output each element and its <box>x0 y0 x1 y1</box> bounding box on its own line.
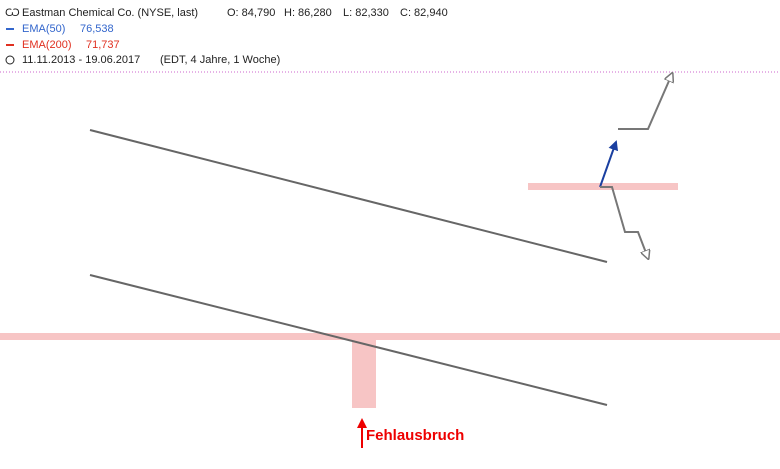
ohlc: L: 82,330 <box>343 7 389 19</box>
channel-lower <box>89 274 608 406</box>
ohlc: O: 84,790 <box>227 7 275 19</box>
legend-value: 76,538 <box>80 23 114 35</box>
clock-icon <box>5 55 15 65</box>
legend-name: EMA(200) <box>22 39 72 51</box>
legend-name: EMA(50) <box>22 23 65 35</box>
ohlc: C: 82,940 <box>400 7 448 19</box>
path-down <box>600 186 648 258</box>
path-up <box>618 74 672 130</box>
header: Ѡ Eastman Chemical Co. (NYSE, last) O: 8… <box>5 7 448 66</box>
ohlc: H: 86,280 <box>284 7 332 19</box>
legend-value: 71,737 <box>86 39 120 51</box>
drawings <box>89 74 672 448</box>
date-range: 11.11.2013 - 19.06.2017 <box>22 54 140 66</box>
chart-title: Eastman Chemical Co. (NYSE, last) <box>22 7 198 19</box>
channel-upper <box>89 129 608 263</box>
zones <box>0 71 780 408</box>
date-note: (EDT, 4 Jahre, 1 Woche) <box>160 54 280 66</box>
annotation: Fehlausbruch <box>366 427 464 444</box>
false-break-zone <box>352 340 376 408</box>
chart-icon: Ѡ <box>5 7 20 19</box>
arrow-up <box>599 140 619 188</box>
support-zone <box>0 333 780 340</box>
